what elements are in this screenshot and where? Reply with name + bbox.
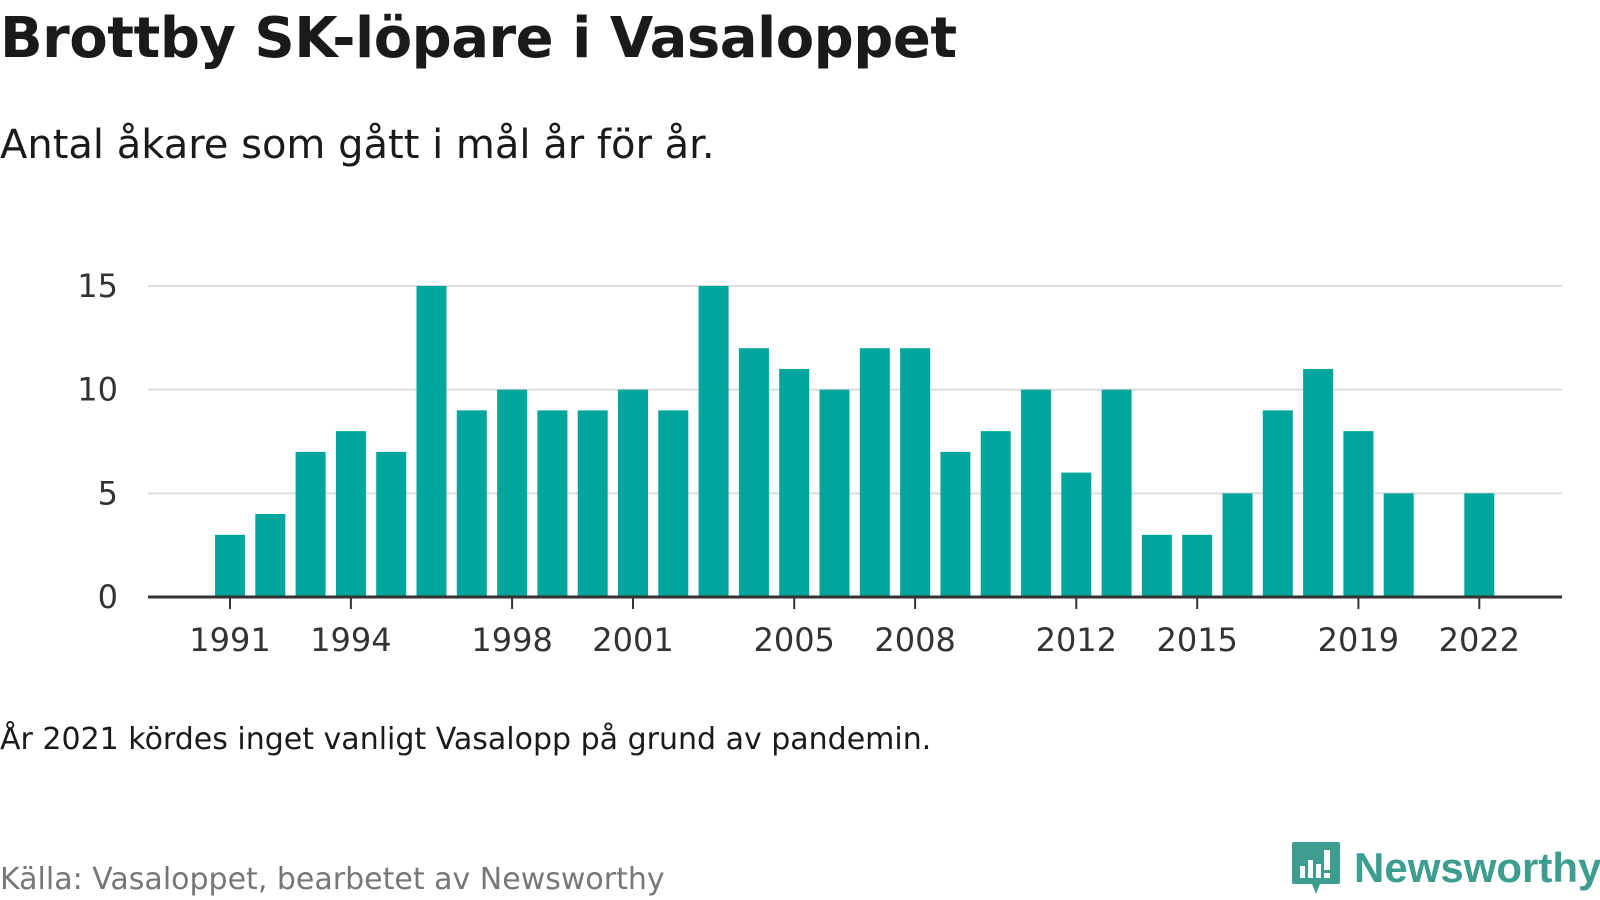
bar-2016 [1222,493,1253,597]
bar-2015 [1182,534,1213,597]
y-tick-label: 5 [98,474,118,512]
bar-2008 [900,348,931,597]
bar-2001 [618,389,648,597]
bar-1992 [255,514,286,597]
chart-title: Brottby SK-löpare i Vasaloppet [0,6,957,71]
x-tick-label: 2005 [753,621,834,659]
bar-1995 [376,451,407,597]
x-tick-label: 2019 [1318,621,1399,659]
source-text: Källa: Vasaloppet, bearbetet av Newswort… [0,862,665,897]
x-tick-label: 1998 [471,621,552,659]
bar-2005 [779,368,810,597]
chart-subtitle: Antal åkare som gått i mål år för år. [0,122,715,168]
bar-2002 [658,410,689,597]
bar-2007 [859,348,890,597]
bar-2009 [940,451,971,597]
bar-2018 [1303,368,1334,597]
y-tick-label: 10 [77,371,118,409]
bar-1997 [456,410,487,597]
bar-2011 [1021,389,1051,597]
y-tick-label: 0 [98,578,118,616]
bar-2014 [1141,534,1172,597]
x-tick-label: 1991 [189,621,270,659]
bar-chart-speech-icon [1292,842,1340,894]
x-tick-label: 2012 [1036,621,1117,659]
bar-2013 [1101,389,1132,597]
bar-2003 [698,286,729,597]
bar-1996 [416,286,447,597]
x-tick-label: 2015 [1156,621,1237,659]
newsworthy-logo[interactable]: Newsworthy [1290,840,1600,896]
y-tick-label: 15 [77,267,118,305]
x-tick-label: 1994 [310,621,391,659]
x-tick-label: 2022 [1439,621,1520,659]
bar-2019 [1343,431,1374,597]
bar-1993 [295,451,326,597]
chart-note: År 2021 kördes inget vanligt Vasalopp på… [0,722,932,757]
bar-2017 [1262,410,1293,597]
bar-chart: 0 5 10 15 1991 1994 1998 2001 2005 2008 2012 2015 2… [77,267,1562,659]
bar-2012 [1061,472,1092,597]
x-tick-label: 2008 [874,621,955,659]
bar-1999 [537,410,568,597]
bar-2004 [738,348,769,597]
bar-2006 [819,389,850,597]
bar-2022 [1464,493,1495,597]
bar-2000 [577,410,608,597]
bar-1994 [335,431,366,597]
bar-2020 [1383,493,1414,597]
x-tick-label: 2001 [592,621,673,659]
logo-text: Newsworthy [1354,844,1600,891]
bar-2010 [980,431,1011,597]
bar-1991 [215,534,245,597]
bar-1998 [497,389,528,597]
